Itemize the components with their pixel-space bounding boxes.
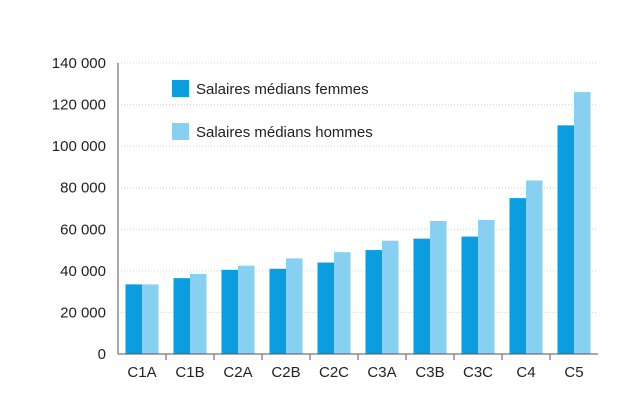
bar-hommes-c3a xyxy=(382,240,399,354)
legend-swatch-hommes xyxy=(172,123,189,140)
x-tick-label: C1A xyxy=(127,364,156,381)
bar-hommes-c2c xyxy=(334,252,351,354)
legend: Salaires médians femmes Salaires médians… xyxy=(172,80,373,141)
y-tick-label: 40 000 xyxy=(60,263,106,280)
y-tick-label: 80 000 xyxy=(60,180,106,197)
bar-femmes-c3b xyxy=(413,238,430,354)
y-tick-label: 60 000 xyxy=(60,221,106,238)
x-tick-label: C2B xyxy=(271,364,300,381)
bar-hommes-c2b xyxy=(286,258,303,354)
bar-hommes-c4 xyxy=(526,180,543,354)
bar-femmes-c4 xyxy=(509,198,526,354)
bar-hommes-c3b xyxy=(430,220,447,354)
bar-femmes-c3c xyxy=(461,236,478,354)
x-tick-label: C5 xyxy=(564,364,583,381)
y-tick-label: 0 xyxy=(98,346,106,363)
bar-hommes-c1b xyxy=(190,273,207,354)
y-tick-label: 140 000 xyxy=(52,55,106,72)
legend-swatch-femmes xyxy=(172,80,189,97)
y-tick-label: 120 000 xyxy=(52,97,106,114)
bar-femmes-c1b xyxy=(173,278,190,354)
bar-femmes-c1a xyxy=(125,284,142,354)
bar-hommes-c2a xyxy=(238,265,255,354)
x-tick-label: C2C xyxy=(319,364,349,381)
bar-femmes-c3a xyxy=(365,250,382,354)
x-tick-label: C3B xyxy=(415,364,444,381)
y-tick-label: 100 000 xyxy=(52,138,106,155)
y-tick-label: 20 000 xyxy=(60,304,106,321)
bar-femmes-c2c xyxy=(317,262,334,354)
legend-label-hommes: Salaires médians hommes xyxy=(196,124,373,141)
x-tick-label: C3C xyxy=(463,364,493,381)
x-tick-label: C3A xyxy=(367,364,396,381)
x-tick-label: C1B xyxy=(175,364,204,381)
bar-hommes-c1a xyxy=(142,284,159,354)
x-tick-label: C2A xyxy=(223,364,252,381)
bar-hommes-c5 xyxy=(574,92,591,354)
legend-label-femmes: Salaires médians femmes xyxy=(196,81,369,98)
axis-layer: 0 20 000 40 000 60 000 80 000 100 000 120 000 1… xyxy=(52,55,598,381)
x-tick-label: C4 xyxy=(516,364,535,381)
bar-femmes-c2a xyxy=(221,269,238,354)
bar-femmes-c5 xyxy=(557,125,574,354)
bar-femmes-c2b xyxy=(269,268,286,354)
bar-hommes-c3c xyxy=(478,219,495,354)
bars-layer xyxy=(125,92,591,354)
